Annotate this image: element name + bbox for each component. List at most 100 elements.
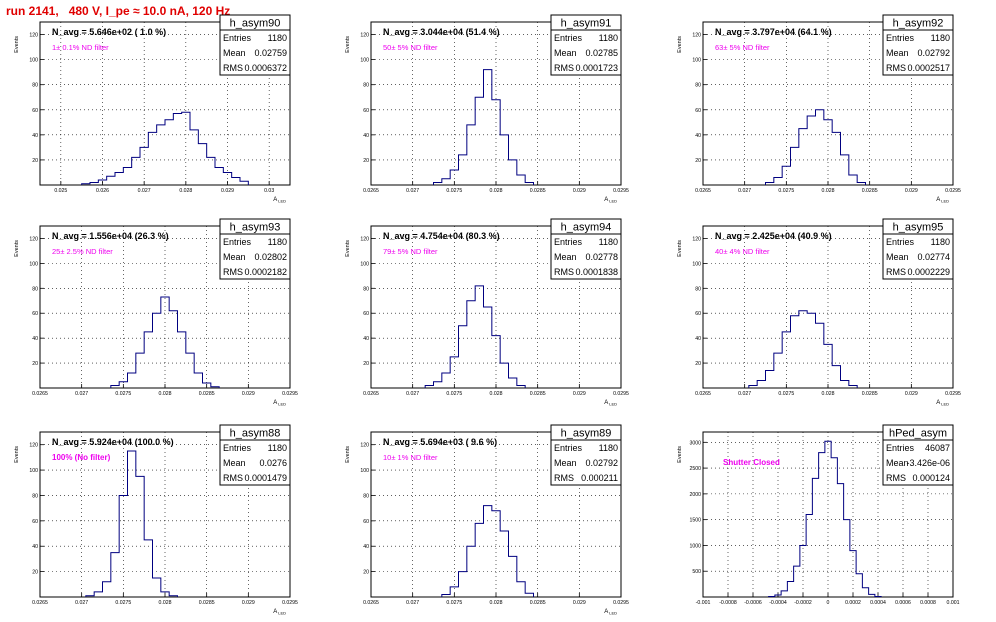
- stats-box: [219, 218, 291, 280]
- y-tick-label: 120: [29, 33, 38, 39]
- histogram-series: [424, 285, 526, 388]
- histogram-panel: 0.025 0.026 0.027 0.028 0.029 0.03 20 40 60 80 100…: [14, 14, 291, 204]
- y-tick-label: 20: [32, 570, 38, 576]
- y-tick-label: 60: [363, 519, 369, 525]
- stats-rms-label: RMS: [554, 267, 574, 277]
- headline-label: N_avg = 5.646e+02 ( 1.0 %): [52, 27, 166, 37]
- x-tick-label: 0.026: [96, 188, 109, 194]
- filter-note: Shutter Closed: [723, 458, 780, 467]
- histogram-name: h_asym92: [893, 18, 944, 30]
- x-tick-label: 0.0275: [778, 391, 794, 397]
- stats-rms-value: 0.0006372: [244, 63, 287, 73]
- histogram-name: h_asym94: [561, 222, 612, 234]
- x-tick-label: 0.028: [159, 391, 172, 397]
- x-tick-label: 0.0295: [945, 391, 961, 397]
- x-tick-label: 0.0285: [530, 391, 546, 397]
- y-tick-label: 2500: [689, 466, 701, 472]
- y-tick-label: 60: [32, 311, 38, 317]
- y-tick-label: 100: [360, 468, 369, 474]
- x-tick-label: 0.029: [221, 188, 234, 194]
- x-tick-label: -0.0008: [719, 600, 737, 606]
- y-tick-label: 100: [692, 58, 701, 64]
- y-tick-label: 100: [29, 261, 38, 267]
- stats-entries-value: 1180: [931, 237, 950, 247]
- x-tick-label: 0.0002: [845, 600, 861, 606]
- stats-rms-label: RMS: [554, 473, 574, 483]
- y-tick-label: 60: [363, 108, 369, 114]
- x-tick-label: 0.0295: [282, 600, 298, 606]
- x-axis-title: ALED: [604, 609, 617, 616]
- y-tick-label: 60: [32, 519, 38, 525]
- x-tick-label: 0.03: [264, 188, 274, 194]
- filter-note: 40± 4% ND filter: [715, 247, 770, 256]
- x-tick-label: -0.0004: [769, 600, 787, 606]
- y-axis-title: Events: [677, 446, 683, 463]
- x-tick-label: 0.0265: [695, 391, 711, 397]
- stats-rms-value: 0.000211: [581, 473, 618, 483]
- y-tick-label: 100: [360, 58, 369, 64]
- y-tick-label: 3000: [689, 440, 701, 446]
- y-tick-label: 100: [29, 58, 38, 64]
- x-tick-label: 0.027: [75, 391, 88, 397]
- stats-box: [219, 14, 291, 76]
- x-tick-label: 0.029: [242, 391, 255, 397]
- filter-note: 63± 5% ND filter: [715, 43, 770, 52]
- histogram-series: [748, 310, 858, 388]
- y-axis-title: Events: [14, 446, 20, 463]
- stats-entries-value: 1180: [599, 33, 618, 43]
- stats-mean-value: 0.02759: [254, 48, 287, 58]
- headline-label: N_avg = 5.924e+04 (100.0 %): [52, 437, 174, 447]
- y-tick-label: 40: [363, 133, 369, 139]
- y-tick-label: 80: [363, 83, 369, 89]
- histogram-panel: -0.001 -0.0008 -0.0006 -0.0004 -0.0002 0 0.000…: [677, 424, 960, 606]
- x-tick-label: 0.028: [822, 188, 835, 194]
- y-axis-title: Events: [14, 240, 20, 257]
- y-tick-label: 20: [363, 158, 369, 164]
- y-tick-label: 40: [32, 133, 38, 139]
- y-tick-label: 20: [32, 158, 38, 164]
- histogram-panel: 0.0265 0.027 0.0275 0.028 0.0285 0.029 0.0295 2…: [14, 424, 298, 616]
- stats-rms-label: RMS: [886, 63, 906, 73]
- y-tick-label: 40: [695, 336, 701, 342]
- x-tick-label: 0.0265: [32, 600, 48, 606]
- x-axis-title: ALED: [936, 197, 949, 204]
- x-tick-label: -0.001: [696, 600, 711, 606]
- x-tick-label: 0.027: [406, 391, 419, 397]
- stats-box: [882, 424, 954, 486]
- headline-label: N_avg = 5.694e+03 ( 9.6 %): [383, 437, 497, 447]
- stats-entries-label: Entries: [886, 237, 915, 247]
- x-tick-label: 0: [827, 600, 830, 606]
- stats-rms-label: RMS: [886, 473, 906, 483]
- stats-rms-value: 0.0001838: [575, 267, 618, 277]
- y-tick-label: 120: [692, 236, 701, 242]
- x-tick-label: 0.0295: [945, 188, 961, 194]
- x-tick-label: 0.0285: [530, 600, 546, 606]
- stats-entries-value: 1180: [599, 443, 618, 453]
- stats-rms-value: 0.000124: [912, 473, 950, 483]
- x-tick-label: 0.0285: [862, 391, 878, 397]
- y-tick-label: 80: [363, 286, 369, 292]
- histogram-panel: 0.0265 0.027 0.0275 0.028 0.0285 0.029 0.0295 2…: [345, 14, 629, 204]
- stats-rms-value: 0.0001479: [244, 473, 287, 483]
- y-tick-label: 80: [695, 286, 701, 292]
- x-tick-label: 0.028: [490, 600, 503, 606]
- x-tick-label: 0.025: [54, 188, 67, 194]
- histogram-series: [433, 69, 534, 185]
- histogram-name: h_asym90: [230, 18, 281, 30]
- stats-mean-value: 0.02792: [585, 458, 618, 468]
- x-axis-title: ALED: [273, 400, 286, 407]
- histogram-panel: 0.0265 0.027 0.0275 0.028 0.0285 0.029 0.0295 2…: [345, 424, 629, 616]
- y-tick-label: 40: [695, 133, 701, 139]
- y-tick-label: 100: [29, 468, 38, 474]
- y-tick-label: 60: [363, 311, 369, 317]
- stats-entries-label: Entries: [223, 237, 252, 247]
- stats-rms-label: RMS: [223, 267, 243, 277]
- stats-entries-value: 1180: [268, 237, 287, 247]
- histogram-panel: 0.0265 0.027 0.0275 0.028 0.0285 0.029 0.0295 2…: [677, 14, 961, 204]
- x-tick-label: 0.0275: [446, 188, 462, 194]
- headline-label: N_avg = 2.425e+04 (40.9 %): [715, 231, 832, 241]
- filter-note: 79± 5% ND filter: [383, 247, 438, 256]
- stats-mean-value: 0.0276: [259, 458, 287, 468]
- stats-rms-value: 0.0002182: [244, 267, 287, 277]
- x-tick-label: 0.028: [490, 188, 503, 194]
